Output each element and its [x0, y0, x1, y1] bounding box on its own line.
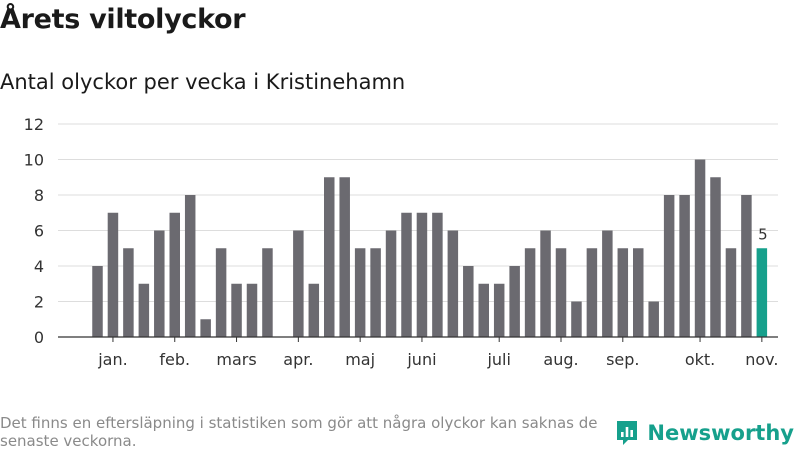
x-tick-label: feb. [159, 350, 190, 369]
bar [339, 177, 350, 337]
bar-highlight [756, 248, 768, 337]
highlight-value-label: 5 [758, 225, 768, 243]
bar [463, 266, 474, 337]
bar [123, 248, 134, 337]
bar [710, 177, 721, 337]
x-tick-label: jan. [97, 350, 127, 369]
y-tick-label: 6 [34, 222, 44, 241]
bar [262, 248, 273, 337]
footnote: Det finns en eftersläpning i statistiken… [0, 414, 598, 450]
bar [586, 248, 598, 337]
y-tick-label: 2 [34, 293, 44, 312]
bar [679, 195, 690, 337]
y-tick-label: 4 [34, 257, 44, 276]
bar [571, 301, 582, 337]
bar [308, 283, 320, 337]
x-tick-label: aug. [543, 350, 578, 369]
bar [648, 301, 659, 337]
bar [524, 248, 536, 337]
bar [231, 283, 242, 337]
bar [169, 212, 180, 337]
chart-subtitle: Antal olyckor per vecka i Kristinehamn [0, 70, 406, 94]
bar [694, 159, 706, 337]
bar [555, 248, 567, 337]
bar [246, 283, 258, 337]
bar [509, 266, 520, 337]
x-tick-label: maj [345, 350, 375, 369]
bar [385, 230, 397, 337]
bar [633, 248, 644, 337]
bar [602, 230, 613, 337]
brand-logo: Newsworthy [615, 419, 794, 447]
bar [741, 195, 752, 337]
bar-chart: 0 2 4 6 8 10 12 5 jan. feb. mars apr. maj juni juli a… [24, 115, 779, 369]
bar [432, 212, 443, 337]
bar [324, 177, 335, 337]
bar [154, 230, 165, 337]
bar [617, 248, 629, 337]
bar [478, 283, 489, 337]
y-tick-label: 0 [34, 328, 44, 347]
x-tick-label: mars [216, 350, 256, 369]
bar [215, 248, 227, 337]
y-tick-label: 10 [24, 151, 44, 170]
x-tick-label: juli [486, 350, 510, 369]
chart-title: Årets viltolyckor [0, 4, 246, 35]
y-axis-ticks: 0 2 4 6 8 10 12 [24, 115, 44, 347]
bar [184, 195, 196, 337]
bar [416, 212, 428, 337]
annotations: 5 [758, 225, 768, 243]
x-tick-label: sep. [606, 350, 639, 369]
bar [493, 283, 505, 337]
bar [540, 230, 551, 337]
bar [138, 283, 150, 337]
x-axis-month-labels: jan. feb. mars apr. maj juni juli aug. sep. okt. n… [97, 337, 778, 369]
bar [354, 248, 366, 337]
x-tick-label: apr. [283, 350, 313, 369]
y-tick-label: 12 [24, 115, 44, 134]
bar [107, 212, 119, 337]
bar [447, 230, 459, 337]
x-tick-label: juni [406, 350, 436, 369]
bar [370, 248, 381, 337]
x-tick-label: nov. [745, 350, 778, 369]
bar [401, 212, 412, 337]
bars [92, 159, 768, 337]
bar [663, 195, 675, 337]
bar [293, 230, 304, 337]
y-tick-label: 8 [34, 186, 44, 205]
brand-name: Newsworthy [647, 421, 794, 445]
bar [200, 319, 211, 337]
newsworthy-logo-icon [617, 421, 638, 445]
bar [92, 266, 103, 337]
bar [725, 248, 737, 337]
x-tick-label: okt. [685, 350, 715, 369]
